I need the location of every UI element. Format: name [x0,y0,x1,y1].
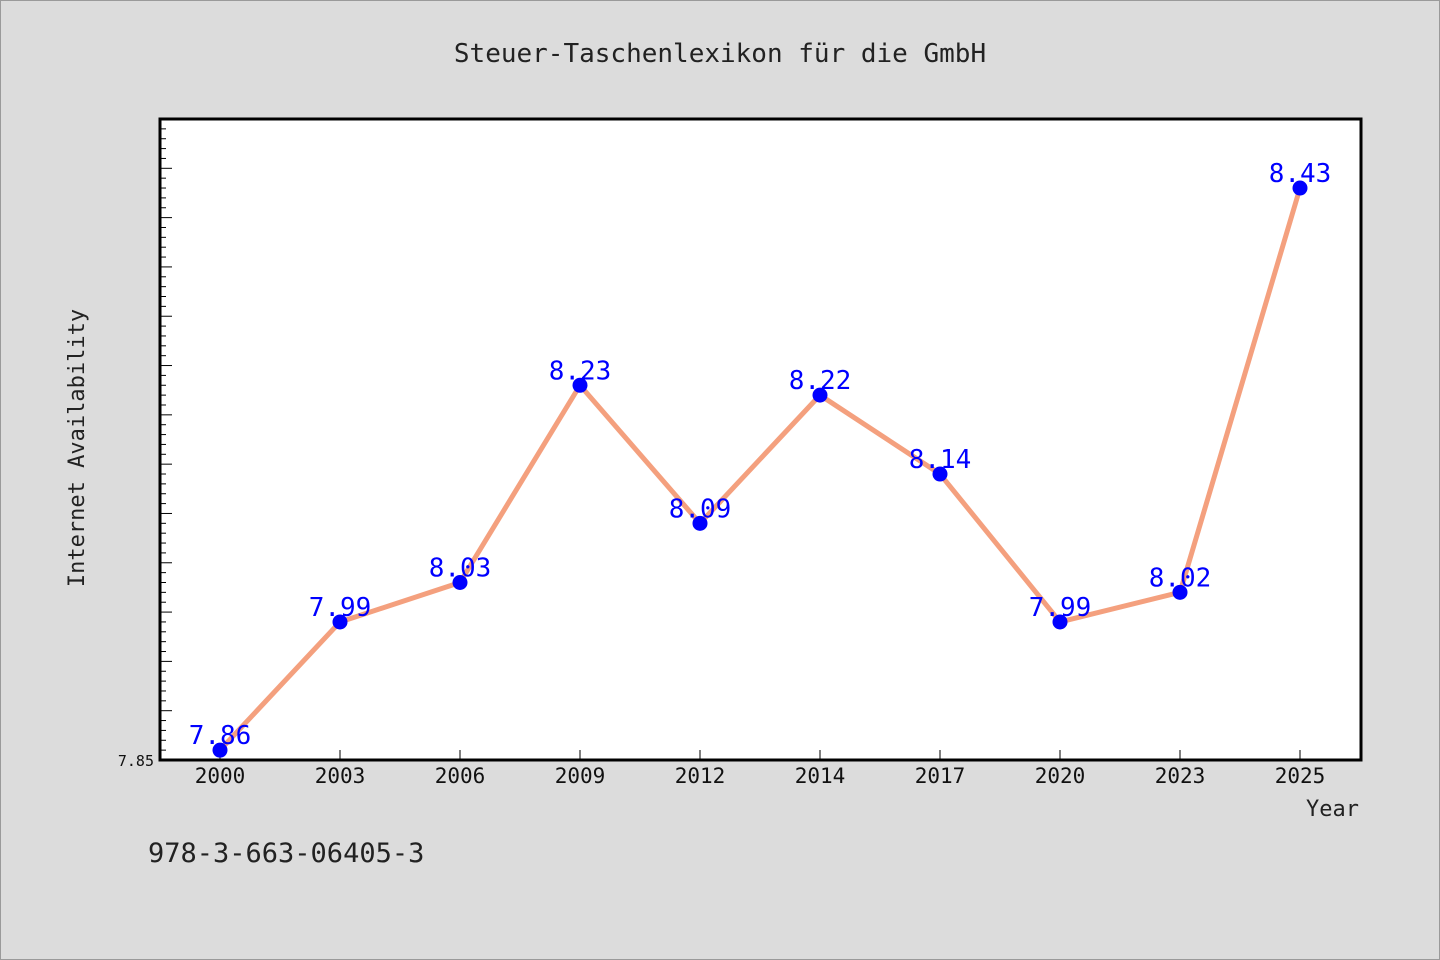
data-point [572,377,588,393]
plot-area [158,117,1363,762]
data-point [932,466,948,482]
data-point [1292,180,1308,196]
x-tick-label: 2012 [675,764,726,788]
data-label: 8.14 [909,445,972,475]
y-tick-label: 7.85 [118,752,154,770]
x-tick-label: 2020 [1035,764,1086,788]
data-label: 7.99 [309,593,372,623]
data-point [332,614,348,630]
x-tick-label: 2006 [435,764,486,788]
x-tick-label: 2023 [1155,764,1206,788]
x-axis-ticks: 2000 2003 2006 2009 2012 2014 2017 2020 2023 2025 [195,750,1326,788]
x-tick-label: 2017 [915,764,966,788]
x-axis-label: Year [1306,797,1359,822]
y-axis-ticks: 7.85 [118,128,172,770]
x-tick-label: 2003 [315,764,366,788]
data-label: 8.03 [429,553,492,583]
data-point [212,742,228,758]
data-point [812,387,828,403]
data-label: 7.86 [189,721,252,751]
isbn-footnote: 978-3-663-06405-3 [148,838,424,869]
x-tick-label: 2014 [795,764,846,788]
data-label: 8.22 [789,366,852,396]
x-tick-label: 2009 [555,764,606,788]
x-tick-label: 2025 [1275,764,1326,788]
x-tick-label: 2000 [195,764,246,788]
data-label: 8.09 [669,494,732,524]
series-group: 7.86 7.99 8.03 8.23 8.09 8.22 8.14 7.99 8.02 8.43 [189,159,1332,758]
data-point [452,574,468,590]
data-label: 8.43 [1269,159,1332,189]
data-point [1052,614,1068,630]
y-axis-label: Internet Availability [65,309,90,587]
data-point [1172,584,1188,600]
data-label: 8.23 [549,356,612,386]
data-label: 7.99 [1029,593,1092,623]
data-label: 8.02 [1149,563,1212,593]
data-point [692,515,708,531]
series-line [217,185,1303,753]
chart-title: Steuer-Taschenlexikon für die GmbH [454,39,986,69]
